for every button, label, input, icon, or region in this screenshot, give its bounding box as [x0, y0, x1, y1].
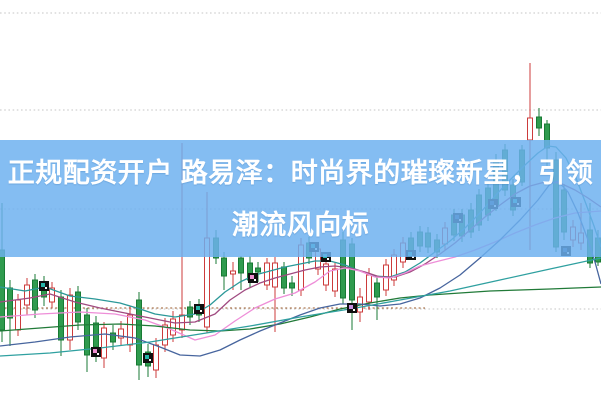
signal-marker-dot — [149, 359, 151, 361]
title-banner: 正规配资开户 路易泽：时尚界的璀璨新星，引领 潮流风向标 — [0, 140, 601, 257]
candle-body — [230, 270, 236, 275]
page-title-line1: 正规配资开户 路易泽：时尚界的璀璨新星，引领 — [7, 157, 594, 188]
signal-marker-glyph — [250, 275, 254, 279]
candle-body — [24, 284, 30, 306]
signal-marker-dot — [327, 258, 329, 260]
signal-marker-glyph — [145, 355, 149, 359]
signal-marker-glyph — [196, 306, 200, 310]
signal-marker-dot — [97, 353, 99, 355]
candle-body — [32, 279, 38, 311]
candle-body — [255, 267, 261, 273]
candle-body — [366, 274, 372, 303]
signal-marker-glyph — [349, 305, 353, 309]
candle-body — [136, 299, 142, 366]
signal-marker-dot — [254, 279, 256, 281]
candle-body — [127, 314, 133, 346]
candle-body — [238, 257, 244, 274]
signal-marker-dot — [412, 256, 414, 258]
candle-body — [7, 287, 13, 319]
candle-body — [264, 262, 270, 286]
candle-body — [527, 117, 533, 141]
signal-marker-dot — [45, 287, 47, 289]
candle-body — [67, 294, 73, 341]
signal-marker-dot — [353, 309, 355, 311]
candle-body — [0, 249, 5, 331]
page-title-line2: 潮流风向标 — [231, 209, 370, 240]
candle-body — [110, 332, 116, 343]
candle-body — [281, 266, 287, 289]
candle-body — [170, 318, 176, 336]
candle-body — [536, 116, 542, 129]
signal-marker-dot — [200, 310, 202, 312]
candle-body — [162, 324, 168, 346]
candle-body — [153, 344, 159, 371]
candle-body — [289, 282, 295, 289]
candle-body — [75, 291, 81, 323]
candle-body — [118, 328, 124, 339]
candle-body — [187, 306, 193, 318]
signal-marker-glyph — [41, 283, 45, 287]
candle-body — [58, 296, 64, 341]
signal-marker-glyph — [93, 349, 97, 353]
candle-body — [221, 257, 227, 277]
candle-body — [332, 268, 338, 292]
candle-body — [374, 282, 380, 298]
candle-body — [272, 262, 278, 288]
candle-body — [101, 327, 107, 359]
